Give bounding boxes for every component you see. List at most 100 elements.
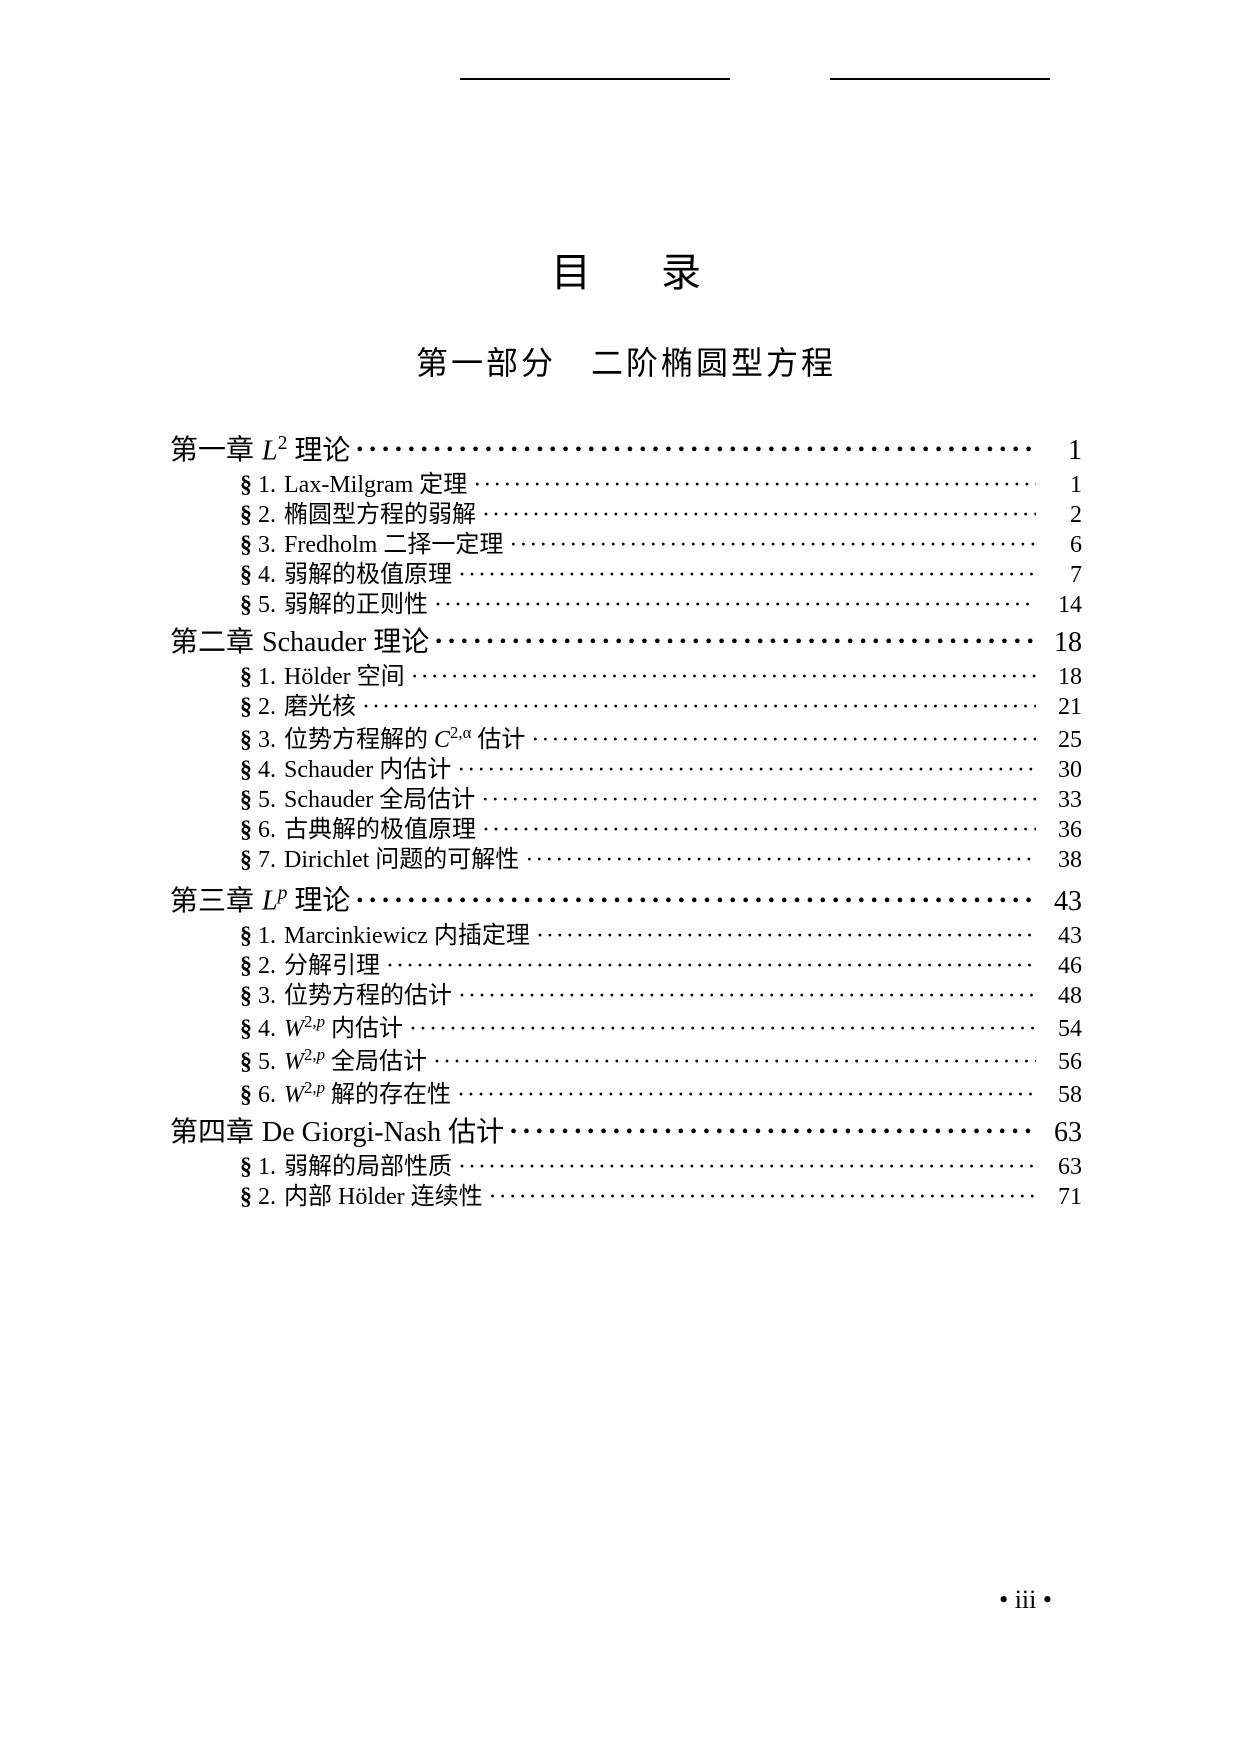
leader-dots: [434, 593, 1036, 617]
section-label: §7.: [240, 848, 276, 872]
section-row: §3.位势方程的估计48: [170, 984, 1082, 1008]
section-label: §2.: [240, 954, 276, 978]
section-label: §3.: [240, 728, 276, 752]
leader-dots: [482, 818, 1036, 842]
leader-dots: [362, 695, 1036, 719]
section-title: W2,p 全局估计: [284, 1047, 427, 1074]
leader-dots: [525, 848, 1036, 872]
section-row: §1.弱解的局部性质63: [170, 1155, 1082, 1179]
header-rule-right: [830, 78, 1050, 80]
leader-dots: [481, 788, 1036, 812]
chapter-title: Schauder 理论: [262, 629, 429, 657]
table-of-contents: 第一章L2 理论1§1.Lax-Milgram 定理1§2.椭圆型方程的弱解2§…: [170, 434, 1082, 1209]
leader-dots: [536, 924, 1036, 948]
section-row: §6.W2,p 解的存在性58: [170, 1080, 1082, 1107]
section-title: 椭圆型方程的弱解: [284, 503, 476, 527]
chapter-page: 18: [1042, 629, 1082, 657]
section-page: 6: [1042, 533, 1082, 557]
leader-dots: [457, 1083, 1036, 1107]
section-page: 30: [1042, 758, 1082, 782]
chapter-label: 第四章: [170, 1119, 254, 1147]
section-page: 14: [1042, 593, 1082, 617]
chapter-page: 1: [1042, 437, 1082, 465]
section-page: 58: [1042, 1083, 1082, 1107]
section-row: §4. 弱解的极值原理 7: [170, 563, 1082, 587]
chapter-title: L2 理论: [262, 434, 350, 465]
leader-dots: [356, 437, 1036, 465]
section-row: §4. Schauder 内估计 30: [170, 758, 1082, 782]
chapter-title: De Giorgi-Nash 估计: [262, 1119, 504, 1147]
section-title: 磨光核: [284, 695, 356, 719]
section-title: 弱解的局部性质: [284, 1155, 452, 1179]
page-number-footer: • iii •: [999, 1585, 1052, 1615]
section-row: §5.弱解的正则性14: [170, 593, 1082, 617]
chapter-title: Lp 理论: [262, 884, 350, 915]
chapter-label: 第一章: [170, 437, 254, 465]
leader-dots: [433, 1050, 1036, 1074]
toc-title: 目录: [240, 240, 1082, 298]
section-row: §3.Fredholm 二择一定理6: [170, 533, 1082, 557]
leader-dots: [409, 1017, 1036, 1041]
section-page: 48: [1042, 984, 1082, 1008]
section-page: 56: [1042, 1050, 1082, 1074]
leader-dots: [489, 1185, 1036, 1209]
section-page: 63: [1042, 1155, 1082, 1179]
section-title: Lax-Milgram 定理: [284, 473, 467, 497]
section-row: §1. Lax-Milgram 定理 1: [170, 473, 1082, 497]
part-heading: 第一部分 二阶椭圆型方程: [170, 338, 1082, 384]
section-label: §1.: [240, 473, 276, 497]
section-title: 古典解的极值原理: [284, 818, 476, 842]
section-page: 18: [1042, 665, 1082, 689]
section-title: Schauder 全局估计: [284, 788, 475, 812]
leader-dots: [458, 1155, 1036, 1179]
section-page: 1: [1042, 473, 1082, 497]
chapter-page: 63: [1042, 1119, 1082, 1147]
leader-dots: [435, 629, 1036, 657]
section-label: §4.: [240, 563, 276, 587]
section-label: §4.: [240, 758, 276, 782]
section-row: §4.W2,p 内估计54: [170, 1014, 1082, 1041]
section-title: Schauder 内估计: [284, 758, 451, 782]
section-page: 54: [1042, 1017, 1082, 1041]
section-row: §2.内部 Hölder 连续性71: [170, 1185, 1082, 1209]
leader-dots: [457, 758, 1036, 782]
section-title: 位势方程解的 C2,α 估计: [284, 725, 525, 752]
section-title: 内部 Hölder 连续性: [284, 1185, 483, 1209]
leader-dots: [510, 1119, 1036, 1147]
section-row: §2.磨光核21: [170, 695, 1082, 719]
section-title: Fredholm 二择一定理: [284, 533, 503, 557]
section-title: 位势方程的估计: [284, 984, 452, 1008]
section-label: §5.: [240, 788, 276, 812]
section-label: §6.: [240, 1083, 276, 1107]
leader-dots: [482, 503, 1036, 527]
section-label: §1.: [240, 665, 276, 689]
chapter-row: 第一章 L2 理论 1: [170, 434, 1082, 465]
page: 目录 第一部分 二阶椭圆型方程 第一章 L2 理论 1 §1. Lax-Milgram …: [0, 0, 1242, 1755]
section-label: §2.: [240, 695, 276, 719]
chapter-page: 43: [1042, 888, 1082, 916]
section-page: 38: [1042, 848, 1082, 872]
section-title: 分解引理: [284, 954, 380, 978]
section-title: 弱解的正则性: [284, 593, 428, 617]
section-page: 33: [1042, 788, 1082, 812]
chapter-row: 第四章 De Giorgi-Nash 估计 63: [170, 1119, 1082, 1147]
leader-dots: [458, 984, 1036, 1008]
section-row: §5. Schauder 全局估计 33: [170, 788, 1082, 812]
section-page: 2: [1042, 503, 1082, 527]
leader-dots: [458, 563, 1036, 587]
section-title: 弱解的极值原理: [284, 563, 452, 587]
chapter-row: 第三章Lp 理论43: [170, 884, 1082, 915]
section-row: §2. 椭圆型方程的弱解 2: [170, 503, 1082, 527]
section-page: 71: [1042, 1185, 1082, 1209]
section-row: §2.分解引理46: [170, 954, 1082, 978]
leader-dots: [411, 665, 1036, 689]
section-label: §4.: [240, 1017, 276, 1041]
section-label: §2.: [240, 503, 276, 527]
section-title: Hölder 空间: [284, 665, 405, 689]
section-page: 36: [1042, 818, 1082, 842]
section-page: 7: [1042, 563, 1082, 587]
section-label: §6.: [240, 818, 276, 842]
leader-dots: [531, 728, 1036, 752]
section-title: Marcinkiewicz 内插定理: [284, 924, 530, 948]
section-page: 25: [1042, 728, 1082, 752]
